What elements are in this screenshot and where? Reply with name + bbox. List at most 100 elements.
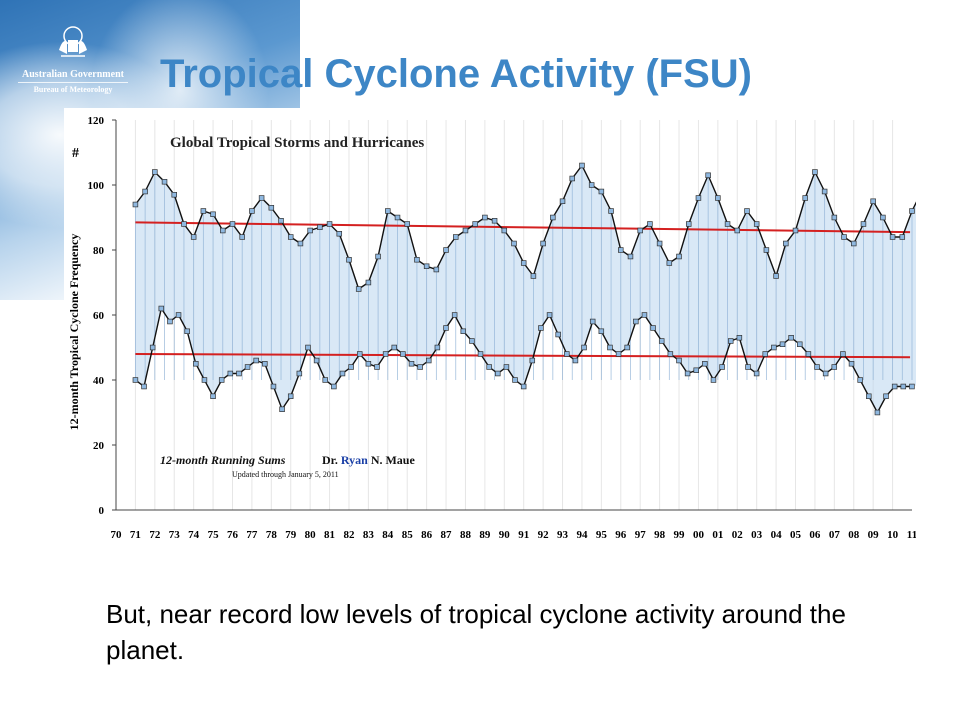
x-tick-label: 82 <box>343 529 355 541</box>
x-tick-label: 72 <box>149 529 161 541</box>
x-tick-label: 11 <box>907 529 916 541</box>
data-point <box>404 221 410 227</box>
data-point <box>579 162 585 169</box>
data-point <box>220 227 226 234</box>
data-point <box>874 409 881 416</box>
data-point <box>355 286 362 292</box>
data-point <box>356 351 363 357</box>
data-point <box>503 364 510 370</box>
data-point <box>426 357 432 364</box>
data-point <box>831 214 838 221</box>
data-point <box>482 214 488 221</box>
data-point <box>167 318 173 325</box>
data-point <box>909 208 915 214</box>
data-point <box>647 221 653 227</box>
y-tick-label: 80 <box>93 245 105 257</box>
data-point <box>569 175 575 182</box>
data-point <box>317 224 323 230</box>
data-point <box>331 383 337 390</box>
data-point <box>218 377 225 383</box>
data-point <box>656 240 663 247</box>
data-point <box>589 318 596 325</box>
data-point <box>460 328 467 335</box>
data-point <box>365 361 372 367</box>
data-point <box>336 230 343 237</box>
x-tick-label: 10 <box>887 529 899 541</box>
data-point <box>530 273 537 279</box>
data-point <box>453 234 459 240</box>
x-tick-label: 88 <box>460 529 472 541</box>
chart-title: Global Tropical Storms and Hurricanes <box>170 135 424 151</box>
data-point <box>400 351 406 357</box>
x-tick-label: 02 <box>732 529 744 541</box>
data-point <box>477 351 484 357</box>
data-point <box>792 227 799 234</box>
y-tick-label: 100 <box>88 180 105 192</box>
data-point <box>443 325 449 331</box>
slide-title: Tropical Cyclone Activity (FSU) <box>160 52 752 96</box>
trend-line <box>135 221 911 234</box>
data-point <box>857 377 863 383</box>
data-point <box>229 221 236 227</box>
data-point <box>734 227 741 234</box>
y-axis-symbol: # <box>72 146 79 161</box>
data-point <box>141 383 147 390</box>
government-name: Australian Government <box>22 69 124 80</box>
data-point <box>210 211 216 217</box>
data-point <box>279 406 285 413</box>
data-point <box>559 198 566 204</box>
annotation-running-sums: 12-month Running Sums <box>160 453 286 467</box>
data-point <box>520 260 527 266</box>
data-point <box>633 318 639 325</box>
y-axis-label: 12-month Tropical Cyclone Frequency <box>67 234 81 431</box>
x-tick-label: 87 <box>441 529 453 541</box>
data-point <box>227 370 234 377</box>
x-tick-labels: 70 71 72 73 74 75 76 77 78 79 80 81 82 83 84 85 86 87 88 89… <box>111 529 917 541</box>
data-point <box>676 357 682 364</box>
data-point <box>200 208 207 214</box>
data-point <box>705 172 711 178</box>
data-point <box>374 364 380 370</box>
data-point <box>812 169 818 175</box>
x-tick-label: 00 <box>693 529 705 541</box>
series-fill <box>135 165 916 413</box>
data-point <box>297 240 304 247</box>
data-point <box>268 204 275 211</box>
y-tick-label: 20 <box>93 440 105 452</box>
series-band-fill <box>135 165 916 413</box>
data-point <box>394 214 401 221</box>
x-tick-label: 83 <box>363 529 375 541</box>
data-point <box>762 351 768 357</box>
x-tick-label: 79 <box>285 529 297 541</box>
x-tick-label: 05 <box>790 529 802 541</box>
data-point <box>883 393 889 400</box>
data-point <box>814 364 820 370</box>
data-point <box>181 221 187 227</box>
data-point <box>443 247 449 253</box>
data-point <box>608 208 614 214</box>
x-tick-label: 70 <box>111 529 123 541</box>
y-tick-labels: 0 20 40 60 80 100 120 <box>88 115 116 517</box>
data-point <box>365 279 372 286</box>
upper-series-line <box>134 164 916 291</box>
data-point <box>724 221 731 227</box>
data-point <box>278 217 284 224</box>
data-point <box>860 221 867 227</box>
data-point <box>149 344 156 351</box>
data-point <box>899 234 906 240</box>
data-point <box>624 344 630 351</box>
data-point <box>822 370 829 377</box>
data-point <box>802 195 808 201</box>
data-point <box>184 328 190 335</box>
data-point <box>346 257 352 263</box>
data-point <box>512 377 518 383</box>
data-point <box>193 361 199 367</box>
data-point <box>880 214 886 221</box>
x-tick-label: 08 <box>848 529 860 541</box>
data-point <box>607 344 613 351</box>
data-point <box>650 325 656 331</box>
data-point <box>598 328 605 335</box>
data-point <box>744 208 750 214</box>
x-tick-label: 96 <box>615 529 627 541</box>
